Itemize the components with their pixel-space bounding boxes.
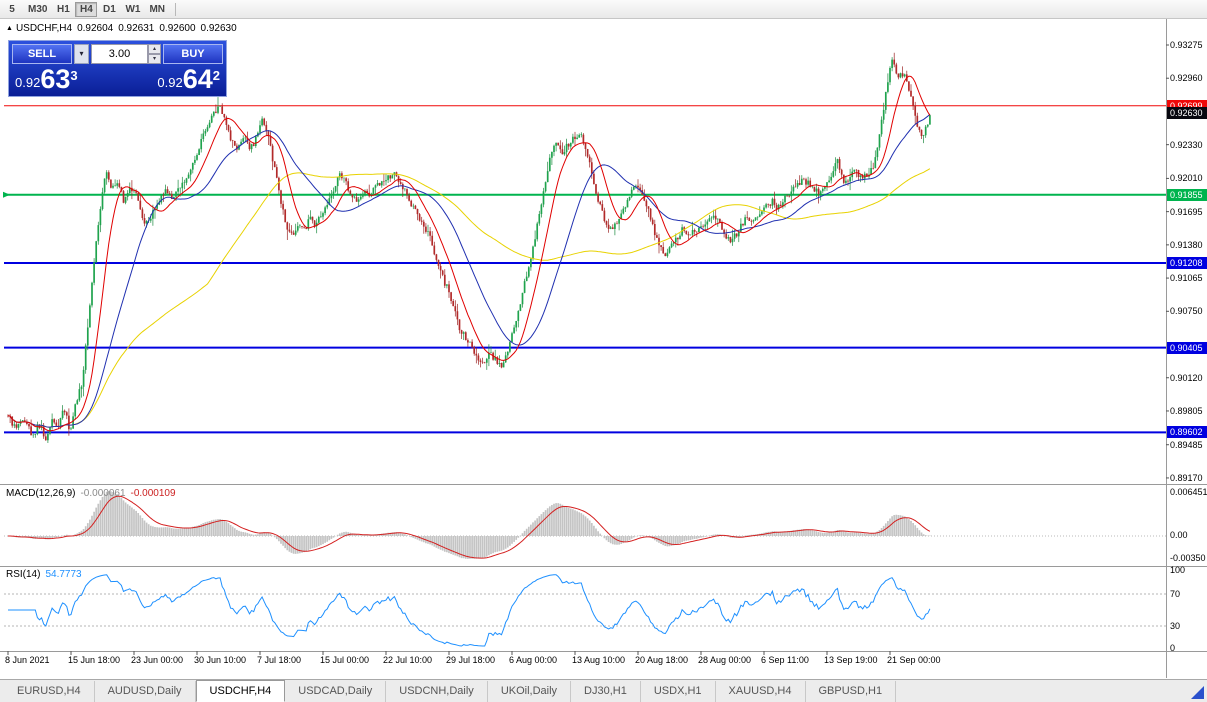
volume-decrease-button[interactable]: ▾ bbox=[148, 54, 161, 64]
time-tick: 13 Sep 19:00 bbox=[824, 655, 878, 665]
timeframe-button-w1[interactable]: W1 bbox=[125, 3, 141, 15]
buy-price-prefix: 0.92 bbox=[157, 75, 183, 90]
chart-tab-eurusd[interactable]: EURUSD,H4 bbox=[4, 681, 95, 702]
price-tick: 0.89805 bbox=[1170, 405, 1203, 416]
sell-price-pipette: 3 bbox=[70, 68, 78, 83]
chart-tab-xauusd[interactable]: XAUUSD,H4 bbox=[716, 681, 806, 702]
price-tick: 0.92960 bbox=[1170, 73, 1203, 84]
price-line-label: 0.91855 bbox=[1167, 188, 1207, 201]
timeframe-button-h4[interactable]: H4 bbox=[75, 1, 98, 17]
rsi-indicator-label: RSI(14) 54.7773 bbox=[6, 569, 82, 580]
price-tick: 0.90750 bbox=[1170, 306, 1203, 317]
time-tick: 13 Aug 10:00 bbox=[572, 655, 626, 665]
collapse-triangle-icon[interactable]: ▲ bbox=[6, 25, 13, 32]
time-tick: 30 Jun 10:00 bbox=[194, 655, 247, 665]
macd-axis-label: 0.006451 bbox=[1170, 487, 1207, 497]
time-tick: 6 Aug 00:00 bbox=[509, 655, 558, 665]
macd-value-2: -0.000109 bbox=[130, 488, 176, 499]
chart-tab-bar: EURUSD,H4 AUDUSD,Daily USDCHF,H4 USDCAD,Dai… bbox=[0, 679, 1207, 702]
time-tick: 21 Sep 00:00 bbox=[887, 655, 941, 665]
symbol-period-label: USDCHF,H4 bbox=[15, 23, 73, 34]
price-tick: 0.89170 bbox=[1170, 472, 1203, 483]
time-tick: 7 Jul 18:00 bbox=[257, 655, 302, 665]
rsi-value: 54.7773 bbox=[45, 569, 82, 580]
macd-name: MACD(12,26,9) bbox=[6, 488, 76, 499]
buy-button[interactable]: BUY bbox=[163, 44, 223, 64]
timeframe-button-5[interactable]: 5 bbox=[9, 3, 15, 15]
order-type-dropdown[interactable]: ▾ bbox=[74, 44, 89, 64]
macd-indicator-label: MACD(12,26,9) -0.000061 -0.000109 bbox=[6, 488, 176, 499]
buy-price-big: 64 bbox=[182, 64, 213, 94]
timeframe-button-h1[interactable]: H1 bbox=[57, 3, 70, 15]
corner-resize-icon bbox=[1191, 686, 1204, 699]
price-line-label: 0.89602 bbox=[1167, 426, 1207, 439]
time-tick: 15 Jun 18:00 bbox=[68, 655, 121, 665]
chart-tab-usdcad[interactable]: USDCAD,Daily bbox=[285, 681, 387, 702]
time-tick: 29 Jul 18:00 bbox=[446, 655, 496, 665]
chart-tab-usdx[interactable]: USDX,H1 bbox=[641, 681, 716, 702]
sell-price-prefix: 0.92 bbox=[15, 75, 41, 90]
price-tick: 0.93275 bbox=[1170, 39, 1203, 50]
ohlc-low: 0.92600 bbox=[159, 23, 196, 34]
timeframe-button-mn[interactable]: MN bbox=[149, 3, 166, 15]
macd-axis-label: 0.00 bbox=[1170, 530, 1188, 540]
toolbar-separator bbox=[175, 2, 177, 16]
price-line-label: 0.90405 bbox=[1167, 341, 1207, 354]
chart-tab-usdcnh[interactable]: USDCNH,Daily bbox=[386, 681, 488, 702]
rsi-axis-label: 70 bbox=[1170, 589, 1181, 599]
volume-field-wrap: ▴ ▾ bbox=[91, 44, 161, 64]
price-tick: 0.92330 bbox=[1170, 139, 1203, 150]
volume-increase-button[interactable]: ▴ bbox=[148, 44, 161, 54]
time-tick: 28 Aug 00:00 bbox=[698, 655, 752, 665]
price-tick: 0.90120 bbox=[1170, 372, 1203, 383]
sell-price[interactable]: 0.92 63 3 bbox=[15, 66, 78, 93]
time-tick: 20 Aug 18:00 bbox=[635, 655, 689, 665]
rsi-name: RSI(14) bbox=[6, 569, 41, 580]
rsi-axis-label: 100 bbox=[1170, 565, 1186, 575]
sell-button[interactable]: SELL bbox=[12, 44, 72, 64]
macd-axis-label: -0.00350 bbox=[1170, 553, 1206, 563]
ohlc-open: 0.92604 bbox=[77, 23, 114, 34]
buy-price-pipette: 2 bbox=[212, 68, 220, 83]
price-tick: 0.91380 bbox=[1170, 239, 1203, 250]
volume-spinner: ▴ ▾ bbox=[148, 44, 161, 64]
sell-price-big: 63 bbox=[40, 64, 71, 94]
chart-tab-usdchf[interactable]: USDCHF,H4 bbox=[195, 680, 286, 702]
chart-header: ▲ USDCHF,H4 0.92604 0.92631 0.92600 0.92630 bbox=[6, 23, 237, 34]
chart-tab-audusd[interactable]: AUDUSD,Daily bbox=[95, 681, 196, 702]
time-tick: 8 Jun 2021 bbox=[5, 655, 50, 665]
time-tick: 23 Jun 00:00 bbox=[131, 655, 184, 665]
bid-price-label: 0.92630 bbox=[1167, 107, 1207, 120]
rsi-axis-label: 0 bbox=[1170, 643, 1176, 653]
chart-tab-gbpusd[interactable]: GBPUSD,H1 bbox=[806, 681, 897, 702]
price-tick: 0.92010 bbox=[1170, 173, 1203, 184]
time-tick: 15 Jul 00:00 bbox=[320, 655, 370, 665]
price-tick: 0.91065 bbox=[1170, 273, 1203, 284]
price-tick: 0.89485 bbox=[1170, 439, 1203, 450]
chart-tab-dj30[interactable]: DJ30,H1 bbox=[571, 681, 641, 702]
timeframe-button-d1[interactable]: D1 bbox=[103, 3, 116, 15]
timeframe-button-m30[interactable]: M30 bbox=[28, 3, 48, 15]
timeframe-toolbar: 5 M30 H1 H4 D1 W1 MN bbox=[0, 0, 1207, 19]
ohlc-high: 0.92631 bbox=[118, 23, 155, 34]
ohlc-close: 0.92630 bbox=[200, 23, 237, 34]
rsi-axis-label: 30 bbox=[1170, 621, 1181, 631]
chevron-down-icon: ▾ bbox=[79, 49, 84, 58]
chart-tab-ukoil[interactable]: UKOil,Daily bbox=[488, 681, 572, 702]
price-tick: 0.91695 bbox=[1170, 206, 1203, 217]
macd-value-1: -0.000061 bbox=[80, 488, 126, 499]
price-line-label: 0.91208 bbox=[1167, 256, 1207, 269]
buy-price[interactable]: 0.92 64 2 bbox=[157, 66, 220, 93]
time-tick: 22 Jul 10:00 bbox=[383, 655, 433, 665]
volume-input[interactable] bbox=[91, 44, 148, 64]
time-tick: 6 Sep 11:00 bbox=[761, 655, 809, 665]
